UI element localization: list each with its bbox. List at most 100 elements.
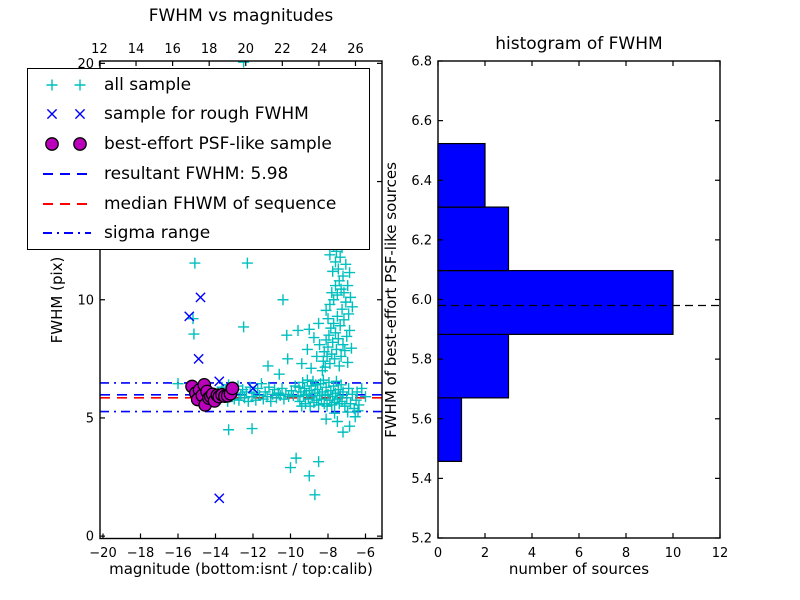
plus-marker-icon bbox=[338, 287, 350, 299]
dashed-red-line-icon bbox=[43, 202, 91, 205]
plus-marker-icon bbox=[325, 322, 337, 334]
right-plot-histogram: 0 2 4 6 8 10 12 5.2 5.4 5.6 5.8 6.0 6.2 6.4 6.6 6.8 bbox=[411, 55, 728, 562]
plus-marker-icon bbox=[340, 296, 352, 308]
x-marker-icon bbox=[195, 292, 206, 303]
plus-marker-icon bbox=[276, 382, 288, 394]
tick-label: −12 bbox=[239, 546, 266, 561]
plus-marker-icon bbox=[294, 395, 306, 407]
legend-entry-median-fwhm: median FHWM of sequence bbox=[28, 190, 369, 218]
plus-marker-icon bbox=[262, 360, 274, 372]
plus-marker-icon bbox=[337, 339, 349, 351]
plus-marker-icon bbox=[189, 257, 201, 269]
plus-marker-icon bbox=[336, 303, 348, 315]
plus-marker-icon bbox=[305, 380, 317, 392]
series-all-sample bbox=[172, 61, 371, 501]
plus-marker-icon bbox=[188, 328, 200, 340]
plus-marker-icon bbox=[343, 308, 355, 320]
plus-marker-icon bbox=[332, 263, 344, 275]
legend-entry-psf-sample: best-effort PSF-like sample bbox=[28, 130, 369, 158]
dashed-blue-line-icon bbox=[43, 172, 91, 175]
plus-marker-icon bbox=[343, 382, 355, 394]
plus-marker-icon bbox=[346, 301, 358, 313]
plus-marker-icon bbox=[246, 423, 258, 435]
plus-marker-icon bbox=[297, 376, 309, 388]
plus-marker-icon bbox=[345, 291, 356, 303]
tick-label: 22 bbox=[274, 42, 291, 57]
plus-marker-icon bbox=[314, 339, 326, 351]
plus-marker-icon bbox=[292, 391, 304, 403]
series-sample-for-rough-fwhm bbox=[184, 292, 259, 504]
tick-label: 6.0 bbox=[411, 293, 432, 308]
plus-marker-icon bbox=[318, 398, 330, 410]
plus-marker-icon bbox=[313, 317, 325, 329]
tick-label: 14 bbox=[128, 42, 145, 57]
x-marker-icon bbox=[247, 383, 259, 394]
tick-label: 6.6 bbox=[411, 114, 432, 129]
plus-marker-icon bbox=[344, 267, 356, 279]
tick-label: 6.4 bbox=[411, 174, 432, 189]
left-plot-title: FWHM vs magnitudes bbox=[148, 6, 334, 26]
plus-marker-icon bbox=[337, 426, 349, 438]
hist-bar bbox=[437, 206, 510, 272]
plus-marker-icon bbox=[299, 382, 311, 394]
x-marker-icon bbox=[214, 493, 225, 504]
circle-marker-icon bbox=[73, 137, 87, 151]
plus-marker-icon bbox=[238, 321, 250, 333]
plus-marker-icon bbox=[46, 79, 58, 91]
plus-marker-icon bbox=[241, 257, 253, 269]
plus-marker-icon bbox=[334, 251, 346, 263]
plus-marker-icon bbox=[285, 462, 296, 474]
plus-marker-icon bbox=[330, 256, 341, 268]
tick-label: 6 bbox=[575, 546, 583, 561]
hist-bar bbox=[437, 333, 510, 399]
tick-label: 5.8 bbox=[411, 353, 432, 368]
tick-label: 12 bbox=[91, 42, 108, 57]
x-marker-icon bbox=[46, 109, 58, 120]
plus-marker-icon bbox=[352, 405, 364, 417]
dashdot-blue-line-icon bbox=[43, 232, 91, 235]
left-plot-scatter: −20 −18 −16 −14 −12 −10 −8 −6 12 14 16 18 20 22 24 26 0 5… bbox=[77, 42, 383, 561]
plus-marker-icon bbox=[350, 394, 362, 406]
x-marker-icon bbox=[214, 376, 225, 387]
legend-box: all sample sample for rough FWHM best-ef… bbox=[27, 68, 370, 250]
legend-entry-all-sample: all sample bbox=[28, 71, 369, 99]
plus-marker-icon bbox=[281, 329, 293, 341]
plus-marker-icon bbox=[290, 452, 302, 464]
hist-bar bbox=[437, 269, 674, 335]
plus-marker-icon bbox=[353, 399, 365, 411]
series-best-effort-psf-like-sample bbox=[185, 377, 240, 412]
plus-marker-icon bbox=[330, 327, 341, 339]
tick-label: 18 bbox=[201, 42, 218, 57]
tick-label: 2 bbox=[481, 546, 489, 561]
tick-label: −14 bbox=[202, 546, 229, 561]
tick-label: −10 bbox=[277, 546, 304, 561]
plus-marker-icon bbox=[344, 420, 356, 432]
plus-marker-icon bbox=[301, 374, 313, 386]
x-marker-icon bbox=[193, 353, 204, 364]
plus-marker-icon bbox=[277, 294, 289, 306]
plus-marker-icon bbox=[321, 400, 333, 412]
psf-sample-marker-icon bbox=[45, 137, 87, 151]
x-marker-icon bbox=[74, 109, 86, 120]
all-sample-marker-icon bbox=[46, 79, 86, 91]
plus-marker-icon bbox=[263, 381, 275, 393]
plus-marker-icon bbox=[280, 388, 292, 400]
tick-label: 16 bbox=[164, 42, 181, 57]
tick-label: 6.8 bbox=[411, 55, 432, 70]
plus-marker-icon bbox=[317, 374, 329, 386]
plus-marker-icon bbox=[321, 350, 333, 362]
plus-marker-icon bbox=[338, 314, 350, 326]
plus-marker-icon bbox=[238, 61, 250, 68]
plus-marker-icon bbox=[342, 280, 354, 292]
plus-marker-icon bbox=[325, 385, 337, 397]
right-plot-xlabel: number of sources bbox=[508, 560, 650, 578]
plus-marker-icon bbox=[345, 342, 357, 354]
tick-label: 5.4 bbox=[411, 472, 432, 487]
plus-marker-icon bbox=[331, 310, 343, 322]
plus-marker-icon bbox=[303, 470, 315, 482]
plus-marker-icon bbox=[292, 324, 304, 336]
plus-marker-icon bbox=[308, 332, 320, 344]
plus-marker-icon bbox=[319, 389, 331, 401]
legend-label: median FHWM of sequence bbox=[104, 193, 337, 214]
